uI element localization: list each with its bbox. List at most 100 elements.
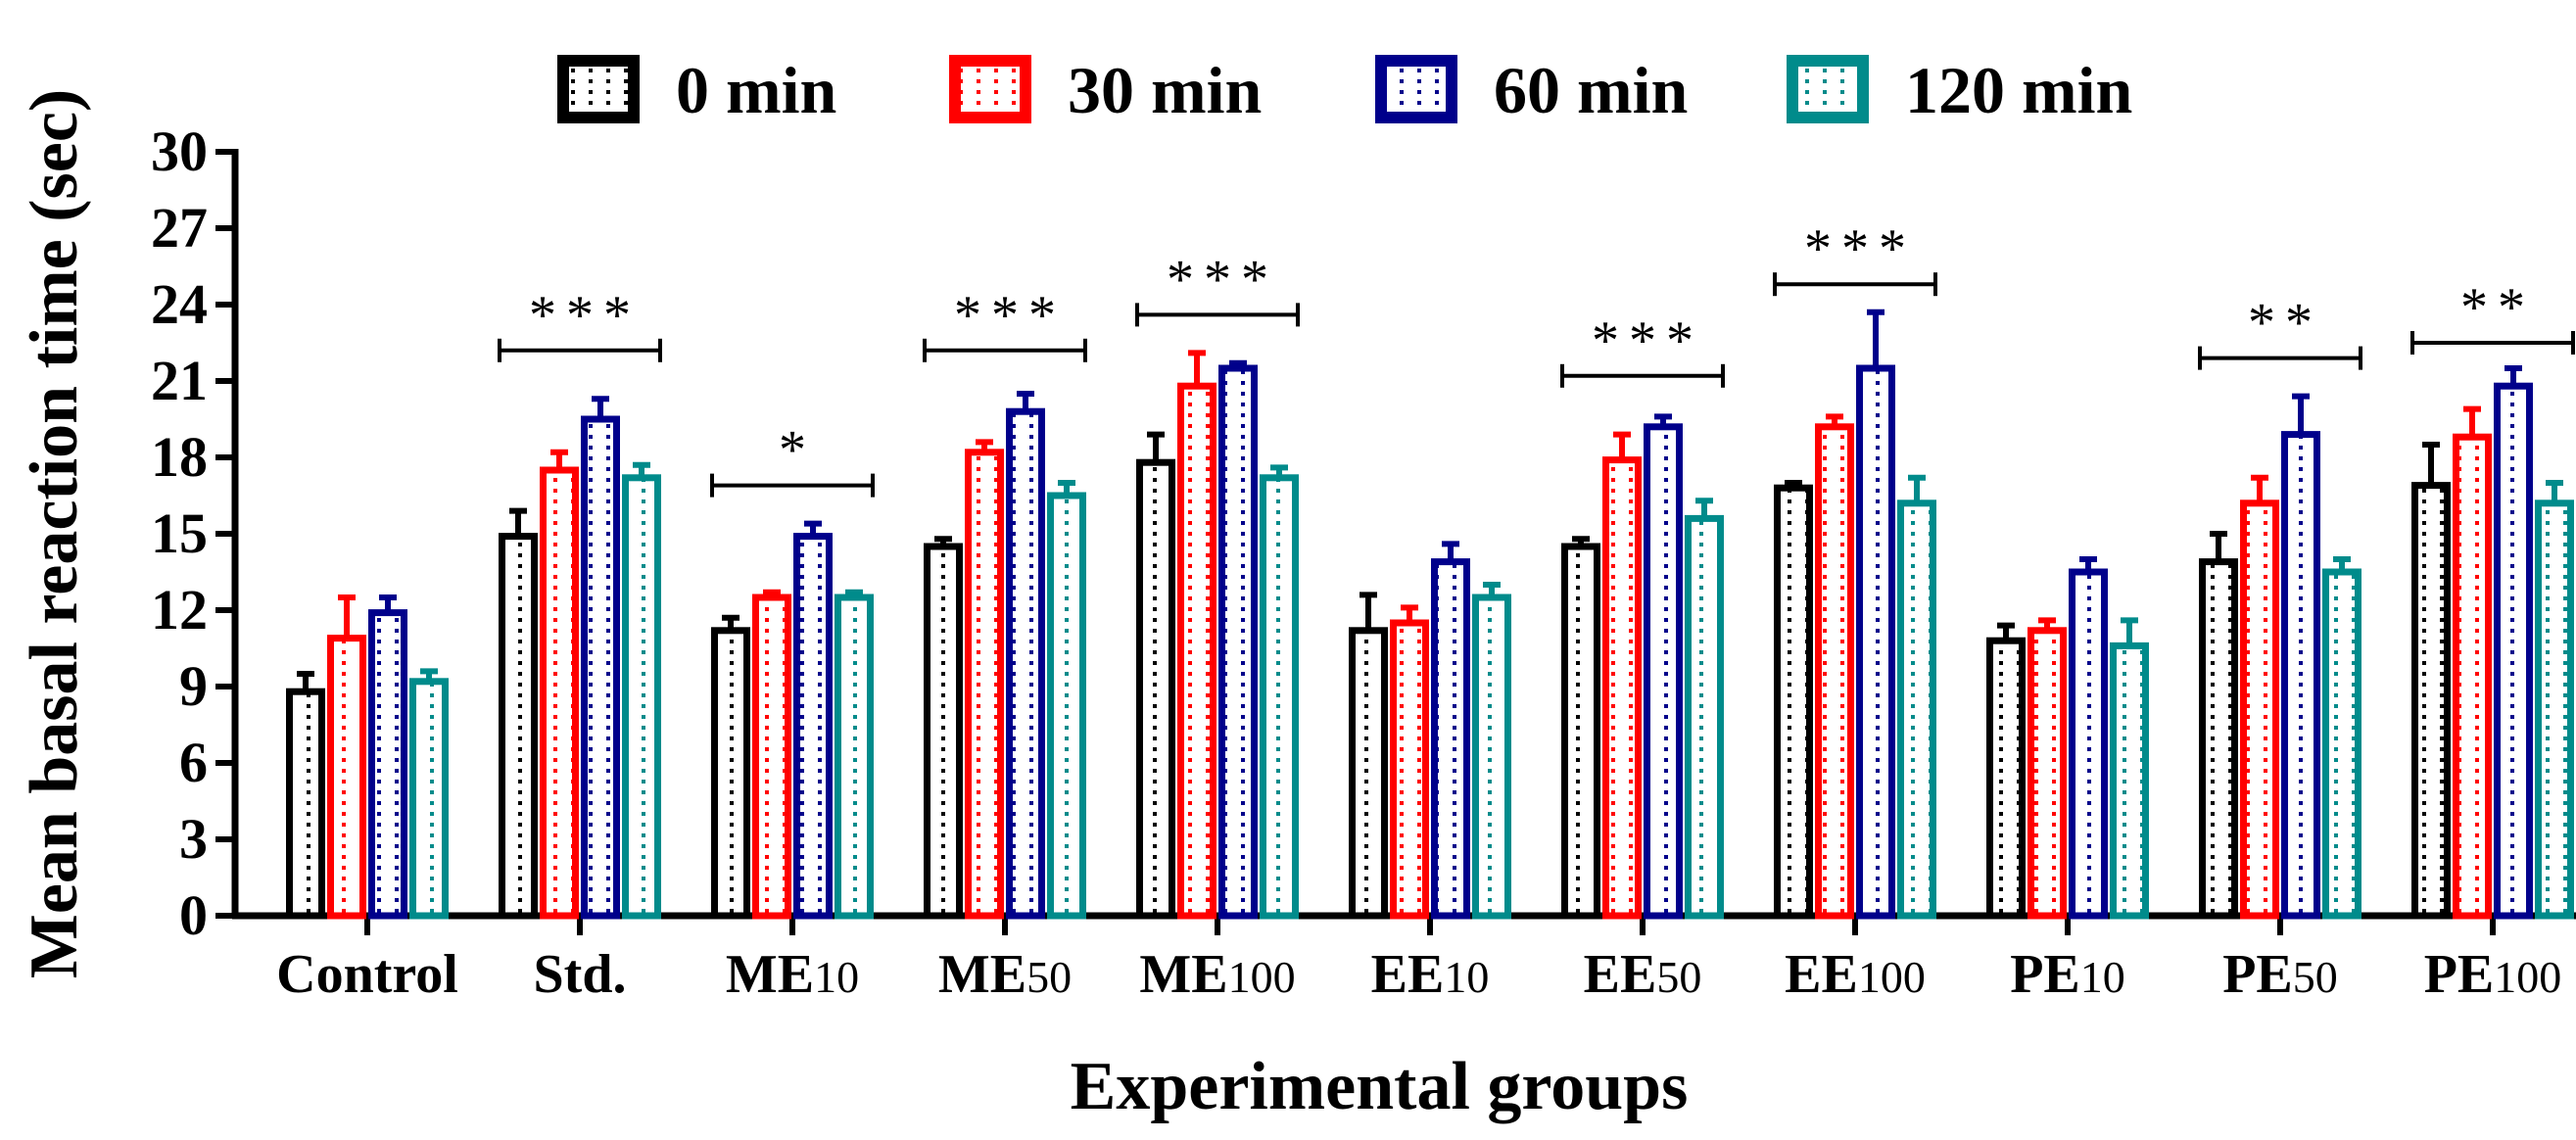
bar bbox=[1561, 543, 1600, 920]
bar bbox=[752, 594, 791, 920]
x-tick-label: ME50 bbox=[938, 944, 1072, 1005]
x-tick-label-subscript: 100 bbox=[1858, 952, 1926, 1002]
significance-label: *** bbox=[1804, 218, 1916, 279]
bar bbox=[2199, 558, 2238, 920]
y-tick-label: 3 bbox=[179, 807, 208, 871]
x-tick-label-main: ME bbox=[726, 944, 814, 1005]
x-tick-label: ME10 bbox=[726, 944, 859, 1005]
y-tick-label: 12 bbox=[151, 578, 208, 641]
y-tick-label: 15 bbox=[151, 501, 208, 565]
bar bbox=[1472, 594, 1511, 920]
x-tick-label: PE10 bbox=[2010, 944, 2125, 1005]
bar bbox=[2027, 627, 2067, 920]
x-tick-label: PE100 bbox=[2424, 944, 2562, 1005]
bar bbox=[1218, 364, 1258, 920]
bar bbox=[1685, 514, 1724, 920]
x-tick-label-subscript: 10 bbox=[1444, 952, 1489, 1002]
bar bbox=[2453, 433, 2492, 920]
bar bbox=[1006, 407, 1045, 920]
y-axis-title: Mean basal reaction time (sec) bbox=[17, 89, 92, 978]
bar bbox=[1349, 627, 1388, 920]
x-tick-label-main: PE bbox=[2010, 944, 2080, 1005]
bar bbox=[2494, 382, 2533, 920]
bar bbox=[1815, 423, 1854, 920]
bar bbox=[2240, 499, 2279, 920]
legend-label: 120 min bbox=[1905, 53, 2132, 127]
bar bbox=[499, 533, 538, 920]
bar bbox=[924, 543, 963, 920]
y-tick-label: 21 bbox=[151, 349, 208, 412]
legend-swatch bbox=[1375, 55, 1457, 123]
bar bbox=[540, 466, 579, 920]
x-tick-label: EE50 bbox=[1584, 944, 1702, 1005]
x-tick-label-subscript: 100 bbox=[1228, 952, 1296, 1002]
bar bbox=[2322, 568, 2361, 920]
bar bbox=[409, 678, 449, 920]
x-tick-label-main: PE bbox=[2222, 944, 2293, 1005]
significance-label: ** bbox=[2248, 293, 2322, 354]
x-tick-label-main: Std. bbox=[534, 944, 627, 1005]
significance-label: *** bbox=[954, 285, 1066, 346]
legend-swatch bbox=[1787, 55, 1869, 123]
y-tick-label: 27 bbox=[151, 196, 208, 260]
bar bbox=[1431, 558, 1470, 920]
bar bbox=[2069, 568, 2108, 920]
bar bbox=[2281, 431, 2320, 920]
legend-swatch bbox=[949, 55, 1031, 123]
x-tick-label-subscript: 50 bbox=[1656, 952, 1701, 1002]
legend-label: 30 min bbox=[1068, 53, 1262, 127]
x-tick-label-subscript: 50 bbox=[1026, 952, 1072, 1002]
legend-label: 60 min bbox=[1494, 53, 1688, 127]
significance-label: *** bbox=[529, 285, 641, 346]
bar bbox=[1644, 423, 1683, 920]
bar bbox=[368, 609, 407, 920]
x-tick-label-main: EE bbox=[1371, 944, 1445, 1005]
bar bbox=[2110, 641, 2149, 920]
x-axis-title: Experimental groups bbox=[1071, 1049, 1689, 1124]
bar bbox=[793, 533, 833, 920]
y-tick-label: 0 bbox=[179, 883, 208, 947]
bar bbox=[622, 474, 661, 920]
x-tick-label: ME100 bbox=[1139, 944, 1295, 1005]
legend-label: 0 min bbox=[676, 53, 836, 127]
legend: 0 min 30 min 60 min 120 min bbox=[557, 53, 2132, 127]
bar bbox=[2411, 482, 2451, 920]
bar bbox=[1856, 364, 1895, 920]
legend-swatch bbox=[557, 55, 640, 123]
x-tick-label: EE100 bbox=[1785, 944, 1926, 1005]
bar bbox=[1897, 499, 1936, 920]
y-tick-label: 18 bbox=[151, 425, 208, 489]
significance-label: ** bbox=[2460, 277, 2535, 338]
bar bbox=[1986, 637, 2026, 920]
bars-layer bbox=[286, 309, 2574, 920]
x-tick-label-subscript: 10 bbox=[814, 952, 859, 1002]
x-tick-label-subscript: 10 bbox=[2080, 952, 2125, 1002]
x-tick-label-main: ME bbox=[1139, 944, 1227, 1005]
significance-layer: ****************** ** bbox=[498, 218, 2575, 498]
bar bbox=[286, 688, 325, 920]
x-tick-label-main: PE bbox=[2424, 944, 2495, 1005]
y-tick-label: 24 bbox=[151, 272, 208, 336]
bar bbox=[1177, 382, 1216, 920]
y-tick-label: 30 bbox=[151, 119, 208, 183]
bar bbox=[1390, 619, 1429, 920]
x-tick-label: PE50 bbox=[2222, 944, 2338, 1005]
x-tick-label-main: ME bbox=[938, 944, 1026, 1005]
x-tick-label: Control bbox=[276, 944, 458, 1005]
bar bbox=[1260, 474, 1299, 920]
bar bbox=[1602, 456, 1642, 920]
y-axis: 0 3 6 9 12 15 18 21 24 27 30 bbox=[151, 119, 239, 947]
significance-label: *** bbox=[1592, 310, 1703, 371]
bar bbox=[327, 635, 366, 920]
x-tick-label-main: Control bbox=[276, 944, 458, 1005]
x-tick-label: Std. bbox=[534, 944, 627, 1005]
x-tick-label-main: EE bbox=[1584, 944, 1657, 1005]
x-tick-label-subscript: 50 bbox=[2293, 952, 2338, 1002]
bar bbox=[581, 415, 620, 920]
bar bbox=[965, 449, 1004, 920]
y-tick-label: 9 bbox=[179, 654, 208, 718]
x-tick-label: EE10 bbox=[1371, 944, 1490, 1005]
bar bbox=[1136, 458, 1175, 920]
